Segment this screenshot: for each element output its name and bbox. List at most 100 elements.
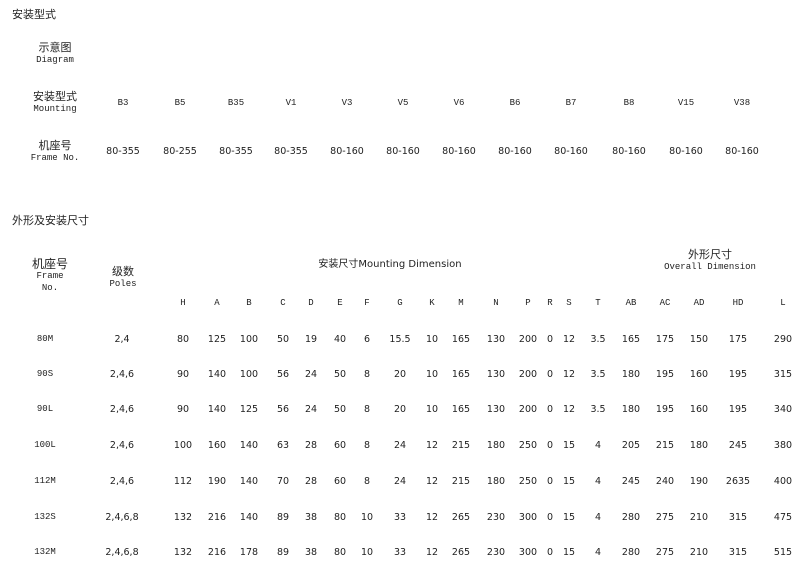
cell-r: 0 bbox=[546, 512, 554, 523]
column-header-p: P bbox=[525, 298, 531, 308]
cell-l: 340 bbox=[773, 404, 793, 415]
cell-l: 380 bbox=[773, 440, 793, 451]
cell-a: 216 bbox=[207, 512, 227, 523]
cell-ad: 180 bbox=[689, 440, 709, 451]
cell-h: 112 bbox=[173, 476, 193, 487]
frame-header-en2: No. bbox=[41, 283, 59, 293]
cell-k: 10 bbox=[425, 404, 439, 415]
column-header-n: N bbox=[493, 298, 499, 308]
cell-f: 10 bbox=[360, 547, 374, 558]
poles-cell: 2,4,6 bbox=[109, 440, 135, 451]
mounting-type-b8: B8 bbox=[623, 98, 635, 108]
mounting-type-b5: B5 bbox=[174, 98, 186, 108]
cell-p: 200 bbox=[518, 404, 538, 415]
cell-k: 12 bbox=[425, 547, 439, 558]
cell-k: 12 bbox=[425, 512, 439, 523]
cell-ab: 180 bbox=[621, 369, 641, 380]
frame-header-en1: Frame bbox=[36, 271, 64, 281]
cell-ab: 205 bbox=[621, 440, 641, 451]
overall-dimension-header: 外形尺寸 Overall Dimension bbox=[664, 249, 756, 273]
cell-m: 265 bbox=[451, 547, 471, 558]
cell-r: 0 bbox=[546, 369, 554, 380]
frame-range-b6: 80-160 bbox=[498, 146, 532, 157]
cell-p: 250 bbox=[518, 440, 538, 451]
cell-g: 33 bbox=[393, 547, 407, 558]
cell-a: 160 bbox=[207, 440, 227, 451]
mounting-label-en: Mounting bbox=[33, 104, 77, 114]
cell-f: 6 bbox=[363, 334, 371, 345]
cell-n: 130 bbox=[486, 334, 506, 345]
mounting-type-v38: V38 bbox=[733, 98, 751, 108]
frame-cell: 132S bbox=[34, 512, 56, 522]
cell-d: 28 bbox=[304, 476, 318, 487]
cell-h: 90 bbox=[176, 369, 190, 380]
cell-ac: 240 bbox=[655, 476, 675, 487]
cell-l: 290 bbox=[773, 334, 793, 345]
column-header-d: D bbox=[308, 298, 314, 308]
cell-b: 178 bbox=[239, 547, 259, 558]
cell-ab: 180 bbox=[621, 404, 641, 415]
cell-n: 180 bbox=[486, 440, 506, 451]
cell-m: 165 bbox=[451, 404, 471, 415]
poles-cell: 2,4,6 bbox=[109, 369, 135, 380]
poles-header-zh: 级数 bbox=[111, 265, 134, 278]
column-header-h: H bbox=[180, 298, 186, 308]
frame-range-v6: 80-160 bbox=[442, 146, 476, 157]
cell-ab: 245 bbox=[621, 476, 641, 487]
cell-r: 0 bbox=[546, 547, 554, 558]
mounting-type-v3: V3 bbox=[341, 98, 353, 108]
cell-s: 15 bbox=[562, 476, 576, 487]
cell-m: 215 bbox=[451, 440, 471, 451]
column-header-c: C bbox=[280, 298, 286, 308]
cell-t: 3.5 bbox=[590, 334, 606, 345]
diagram-label-zh: 示意图 bbox=[38, 41, 72, 54]
cell-e: 40 bbox=[333, 334, 347, 345]
cell-l: 315 bbox=[773, 369, 793, 380]
cell-b: 140 bbox=[239, 440, 259, 451]
cell-d: 24 bbox=[304, 369, 318, 380]
cell-c: 56 bbox=[276, 404, 290, 415]
frame-range-v1: 80-355 bbox=[274, 146, 308, 157]
cell-g: 33 bbox=[393, 512, 407, 523]
diagram-label: 示意图 Diagram bbox=[36, 42, 74, 66]
section-title-mounting-types: 安装型式 bbox=[12, 8, 56, 21]
cell-d: 19 bbox=[304, 334, 318, 345]
frame-range-v5: 80-160 bbox=[386, 146, 420, 157]
frame-header: 机座号 Frame No. bbox=[32, 258, 68, 294]
cell-e: 80 bbox=[333, 547, 347, 558]
mounting-label-zh: 安装型式 bbox=[33, 90, 77, 103]
frame-label: 机座号 Frame No. bbox=[31, 140, 80, 164]
cell-c: 89 bbox=[276, 547, 290, 558]
cell-s: 15 bbox=[562, 547, 576, 558]
cell-l: 515 bbox=[773, 547, 793, 558]
mounting-type-v6: V6 bbox=[453, 98, 465, 108]
cell-s: 15 bbox=[562, 512, 576, 523]
cell-a: 140 bbox=[207, 404, 227, 415]
cell-d: 28 bbox=[304, 440, 318, 451]
cell-t: 4 bbox=[594, 440, 602, 451]
cell-hd: 315 bbox=[728, 547, 748, 558]
cell-m: 215 bbox=[451, 476, 471, 487]
cell-b: 100 bbox=[239, 369, 259, 380]
mounting-type-v15: V15 bbox=[677, 98, 695, 108]
poles-cell: 2,4,6,8 bbox=[105, 512, 139, 523]
cell-d: 38 bbox=[304, 547, 318, 558]
mounting-label: 安装型式 Mounting bbox=[33, 91, 77, 115]
column-header-s: S bbox=[566, 298, 572, 308]
cell-p: 300 bbox=[518, 547, 538, 558]
cell-e: 50 bbox=[333, 404, 347, 415]
cell-k: 12 bbox=[425, 476, 439, 487]
column-header-m: M bbox=[458, 298, 464, 308]
cell-a: 216 bbox=[207, 547, 227, 558]
cell-hd: 245 bbox=[728, 440, 748, 451]
cell-s: 12 bbox=[562, 369, 576, 380]
section-title-dimensions: 外形及安装尺寸 bbox=[12, 214, 89, 227]
cell-ad: 150 bbox=[689, 334, 709, 345]
cell-b: 100 bbox=[239, 334, 259, 345]
cell-t: 4 bbox=[594, 512, 602, 523]
column-header-e: E bbox=[337, 298, 343, 308]
cell-c: 70 bbox=[276, 476, 290, 487]
frame-range-b3: 80-355 bbox=[106, 146, 140, 157]
cell-l: 475 bbox=[773, 512, 793, 523]
frame-label-en: Frame No. bbox=[30, 153, 80, 163]
